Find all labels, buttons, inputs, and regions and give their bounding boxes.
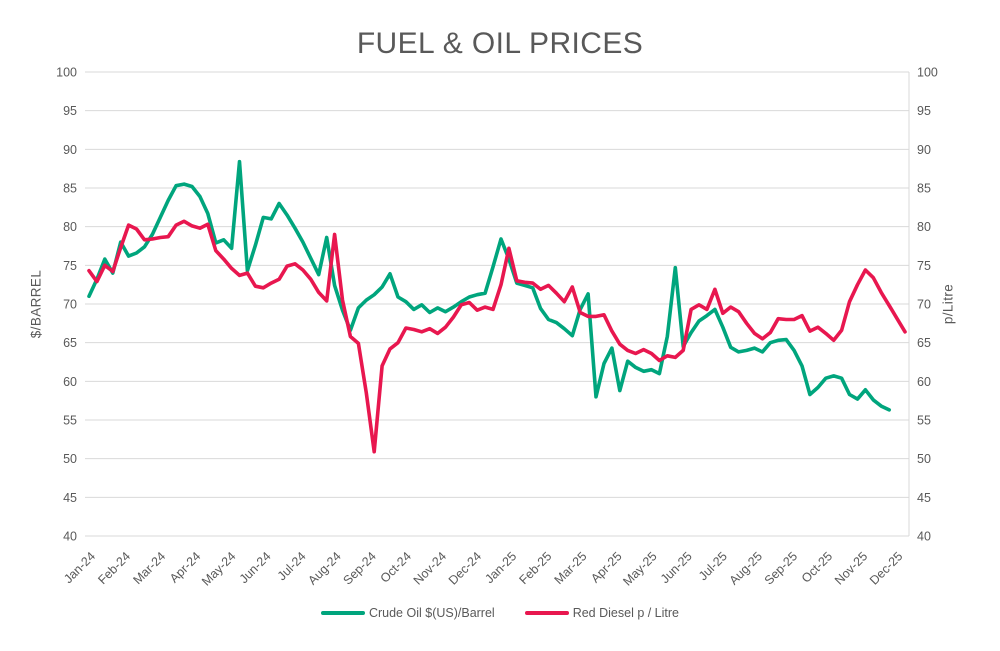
- y-axis-label-left-65: 65: [63, 336, 77, 350]
- x-axis-label-Dec-25: Dec-25: [867, 549, 905, 587]
- y-axis-label-left-70: 70: [63, 298, 77, 312]
- red-diesel-line-swatch: [524, 611, 569, 615]
- y-axis-label-right-40: 40: [917, 530, 931, 544]
- chart-title: FUEL & OIL PRICES: [356, 27, 644, 60]
- y-axis-label-right-85: 85: [917, 182, 931, 196]
- crude-oil-line-swatch: [320, 611, 365, 615]
- x-axis-label-May-25: May-25: [620, 549, 659, 588]
- y-axis-label-right-80: 80: [917, 220, 931, 234]
- x-axis-label-Aug-24: Aug-24: [305, 549, 343, 587]
- x-axis-label-Jun-25: Jun-25: [658, 549, 695, 586]
- x-axis-label-Feb-25: Feb-25: [517, 549, 555, 587]
- y-axis-label-left-55: 55: [63, 414, 77, 428]
- y-axis-label-left-100: 100: [56, 66, 77, 80]
- y-axis-label-right-100: 100: [917, 66, 938, 80]
- y-axis-label-left-90: 90: [63, 143, 77, 157]
- legend-item-crude-oil[interactable]: Crude Oil $(US)/Barrel: [320, 606, 495, 620]
- y-axis-label-left-40: 40: [63, 530, 77, 544]
- legend-label-crude-oil: Crude Oil $(US)/Barrel: [368, 606, 495, 620]
- x-axis-label-Jan-24: Jan-24: [61, 549, 98, 586]
- x-axis-label-Sep-25: Sep-25: [762, 549, 800, 587]
- y-axis-label-left-60: 60: [63, 375, 77, 389]
- x-axis-label-Aug-25: Aug-25: [727, 549, 765, 587]
- series-line-red-diesel[interactable]: [87, 219, 907, 454]
- y-axis-label-left-85: 85: [63, 182, 77, 196]
- y-axis-label-left-45: 45: [63, 491, 77, 505]
- y-axis-label-left-50: 50: [63, 452, 77, 466]
- y-axis-label-right-95: 95: [917, 104, 931, 118]
- legend-label-red-diesel: Red Diesel p / Litre: [572, 606, 680, 620]
- x-axis-label-Oct-25: Oct-25: [799, 549, 835, 585]
- x-axis-label-Oct-24: Oct-24: [378, 549, 414, 585]
- x-axis-label-Nov-25: Nov-25: [832, 549, 870, 587]
- y-axis-label-left-75: 75: [63, 259, 77, 273]
- x-axis-label-Jul-24: Jul-24: [275, 549, 309, 583]
- x-axis-label-Mar-25: Mar-25: [552, 549, 590, 587]
- x-axis-label-May-24: May-24: [199, 549, 238, 588]
- y-axis-label-left-80: 80: [63, 220, 77, 234]
- x-axis-label-Apr-24: Apr-24: [167, 549, 203, 585]
- x-axis-label-Apr-25: Apr-25: [588, 549, 624, 585]
- legend: Crude Oil $(US)/Barrel Red Diesel p / Li…: [0, 606, 1000, 620]
- x-axis-label-Dec-24: Dec-24: [446, 549, 484, 587]
- x-axis-label-Nov-24: Nov-24: [411, 549, 449, 587]
- y-axis-label-right-45: 45: [917, 491, 931, 505]
- x-axis-label-Jun-24: Jun-24: [237, 549, 274, 586]
- y-axis-label-right-70: 70: [917, 298, 931, 312]
- y-axis-label-right-55: 55: [917, 414, 931, 428]
- x-axis-label-Feb-24: Feb-24: [95, 549, 133, 587]
- y-axis-label-right-65: 65: [917, 336, 931, 350]
- y-axis-label-right-50: 50: [917, 452, 931, 466]
- series-line-crude-oil[interactable]: [87, 159, 892, 412]
- x-axis-label-Mar-24: Mar-24: [130, 549, 168, 587]
- x-axis-label-Jan-25: Jan-25: [482, 549, 519, 586]
- legend-item-red-diesel[interactable]: Red Diesel p / Litre: [524, 606, 680, 620]
- x-axis-label-Jul-25: Jul-25: [696, 549, 730, 583]
- y-axis-label-right-60: 60: [917, 375, 931, 389]
- x-axis-label-Sep-24: Sep-24: [341, 549, 379, 587]
- y-axis-label-right-90: 90: [917, 143, 931, 157]
- y-axis-label-right-75: 75: [917, 259, 931, 273]
- y-axis-label-left-95: 95: [63, 104, 77, 118]
